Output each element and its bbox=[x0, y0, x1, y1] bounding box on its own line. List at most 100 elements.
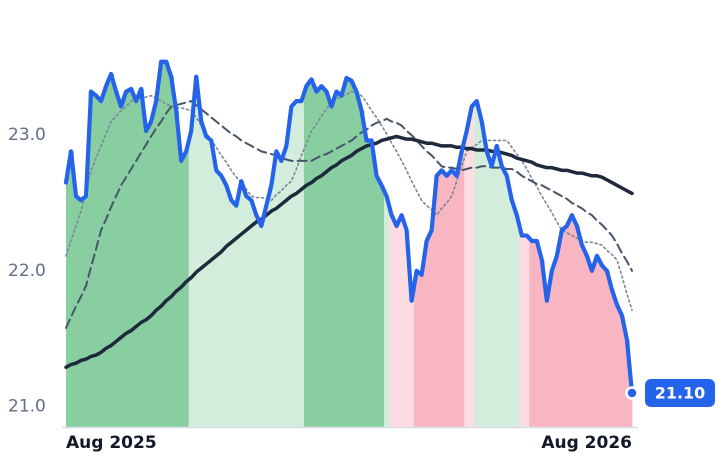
label-layer: 21.0 22.0 23.0 Aug 2025 Aug 2026 21.10 bbox=[8, 125, 715, 453]
area-column bbox=[218, 175, 225, 427]
area-column bbox=[544, 300, 550, 427]
area-column bbox=[203, 136, 210, 427]
area-column bbox=[223, 185, 230, 427]
area-column bbox=[504, 175, 510, 427]
area-column bbox=[499, 166, 505, 427]
area-column bbox=[524, 235, 530, 427]
area-column bbox=[318, 86, 325, 427]
area-column bbox=[424, 240, 430, 427]
area-column bbox=[374, 175, 380, 427]
area-column bbox=[594, 255, 600, 427]
area-layer bbox=[66, 61, 633, 428]
area-column bbox=[213, 170, 220, 427]
area-column bbox=[118, 106, 125, 428]
y-tick-label: 23.0 bbox=[8, 125, 46, 145]
area-column bbox=[78, 200, 84, 427]
area-column bbox=[354, 91, 360, 427]
area-column bbox=[173, 110, 180, 427]
area-column bbox=[243, 196, 250, 427]
area-column bbox=[68, 151, 74, 428]
area-column bbox=[509, 200, 515, 427]
area-column bbox=[574, 226, 580, 427]
area-column bbox=[66, 182, 69, 427]
area-column bbox=[609, 289, 615, 427]
area-column bbox=[414, 270, 420, 427]
area-column bbox=[399, 215, 405, 427]
area-column bbox=[439, 170, 445, 427]
area-column bbox=[283, 145, 290, 428]
area-column bbox=[128, 88, 135, 427]
area-column bbox=[343, 78, 350, 427]
area-column bbox=[293, 101, 300, 428]
area-column bbox=[534, 240, 540, 427]
area-column bbox=[529, 240, 535, 427]
area-column bbox=[394, 226, 400, 427]
area-column bbox=[434, 175, 440, 427]
area-column bbox=[113, 91, 119, 427]
area-column bbox=[449, 170, 455, 427]
area-column bbox=[278, 160, 285, 427]
area-column bbox=[459, 151, 465, 428]
area-column bbox=[198, 121, 205, 427]
area-column bbox=[248, 200, 255, 427]
area-column bbox=[489, 166, 495, 427]
area-column bbox=[409, 300, 415, 427]
area-column bbox=[599, 265, 605, 427]
area-column bbox=[263, 205, 270, 427]
area-column bbox=[444, 175, 450, 427]
x-tick-label: Aug 2026 bbox=[541, 433, 632, 453]
area-column bbox=[589, 270, 595, 427]
area-column bbox=[519, 235, 525, 427]
area-column bbox=[559, 230, 565, 427]
area-column bbox=[419, 274, 425, 427]
y-tick-label: 21.0 bbox=[8, 397, 46, 417]
area-column bbox=[464, 130, 470, 427]
area-column bbox=[303, 86, 310, 427]
area-column bbox=[163, 61, 170, 427]
line-layer bbox=[63, 59, 635, 396]
area-column bbox=[183, 151, 190, 428]
area-column bbox=[268, 185, 275, 427]
area-column bbox=[333, 91, 340, 427]
area-column bbox=[178, 160, 185, 427]
area-column bbox=[584, 255, 590, 427]
area-column bbox=[389, 215, 395, 427]
area-column bbox=[564, 226, 570, 427]
area-column bbox=[384, 196, 390, 427]
area-column bbox=[614, 304, 620, 427]
area-column bbox=[298, 101, 305, 428]
area-column bbox=[364, 140, 370, 428]
area-column bbox=[73, 196, 79, 427]
area-column bbox=[579, 245, 585, 427]
moving-average-line bbox=[64, 134, 634, 369]
area-column bbox=[604, 270, 610, 427]
area-column bbox=[429, 230, 435, 427]
area-column bbox=[253, 215, 260, 427]
area-column bbox=[359, 110, 365, 427]
area-column bbox=[539, 259, 545, 427]
moving-average-line bbox=[65, 100, 633, 329]
area-column bbox=[369, 140, 375, 428]
area-column bbox=[98, 101, 104, 428]
area-column bbox=[494, 145, 500, 428]
area-column bbox=[83, 196, 89, 427]
area-column bbox=[158, 61, 165, 427]
area-column bbox=[168, 76, 175, 428]
moving-average-line bbox=[65, 90, 633, 312]
area-column bbox=[123, 91, 130, 427]
area-column bbox=[349, 80, 355, 427]
area-column bbox=[479, 121, 485, 427]
last-value-badge bbox=[645, 379, 715, 408]
area-column bbox=[469, 106, 475, 428]
last-value-label: 21.10 bbox=[655, 384, 706, 403]
area-column bbox=[258, 226, 265, 427]
area-column bbox=[323, 91, 330, 427]
area-column bbox=[313, 91, 320, 427]
area-column bbox=[328, 106, 335, 428]
area-column bbox=[404, 230, 410, 427]
area-column bbox=[88, 91, 94, 427]
area-column bbox=[624, 340, 630, 427]
area-column bbox=[153, 101, 160, 428]
last-value-dot bbox=[625, 386, 639, 400]
y-tick-label: 22.0 bbox=[8, 261, 46, 281]
